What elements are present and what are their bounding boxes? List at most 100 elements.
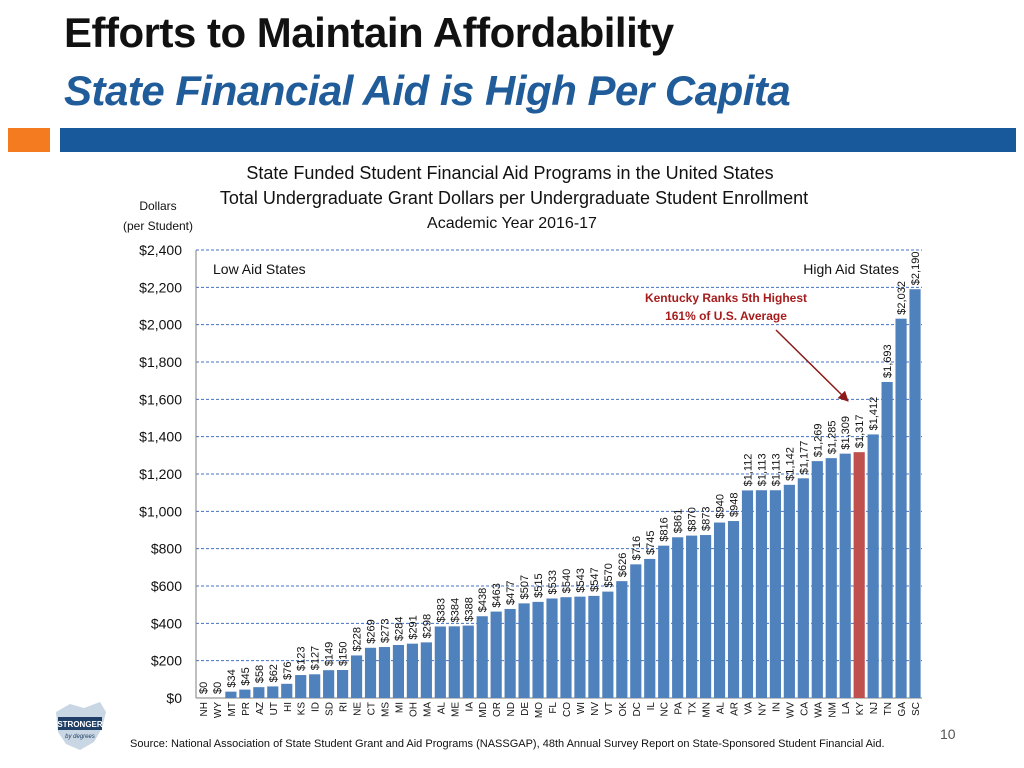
bar-wi (574, 596, 586, 698)
value-label: $1,693 (882, 344, 894, 378)
value-label: $127 (310, 646, 322, 670)
category-label: LA (841, 702, 852, 715)
category-label: NC (660, 702, 671, 716)
bar-nc (658, 545, 670, 698)
category-label: WI (576, 702, 587, 714)
high-aid-annotation: High Aid States (803, 261, 899, 277)
bar-nm (825, 458, 837, 698)
category-label: NM (827, 702, 838, 718)
low-aid-annotation: Low Aid States (213, 261, 306, 277)
bar-mo (532, 601, 544, 698)
value-label: $716 (631, 536, 643, 560)
value-label: $284 (393, 617, 405, 641)
y-tick-label: $600 (151, 578, 182, 594)
value-label: $1,142 (784, 447, 796, 481)
y-axis-label: Dollars (per Student) (118, 196, 198, 236)
category-label: PA (674, 702, 685, 715)
value-label: $940 (715, 494, 727, 518)
value-label: $34 (226, 669, 238, 687)
bar-md (476, 616, 488, 698)
category-label: KS (297, 702, 308, 716)
bar-ne (350, 655, 363, 698)
logo-text-line-1: STRONGER (57, 720, 103, 729)
category-label: MO (534, 702, 545, 718)
value-label: $543 (575, 568, 587, 592)
value-label: $540 (561, 569, 573, 593)
bar-ca (797, 478, 809, 698)
value-label: $1,112 (742, 454, 754, 487)
bar-ks (295, 675, 307, 698)
value-label: $948 (729, 493, 741, 517)
y-axis-label-line-2: (per Student) (122, 219, 194, 233)
bar-or (490, 611, 502, 698)
category-label: IA (464, 702, 475, 712)
category-label: TX (688, 702, 699, 715)
bar-az (253, 687, 265, 698)
category-label: IN (771, 702, 782, 712)
category-label: AR (730, 702, 741, 716)
value-label: $1,269 (812, 423, 824, 457)
category-label: MD (478, 702, 489, 718)
kentucky-callout-arrow (775, 329, 849, 402)
chart-title-line-1: State Funded Student Financial Aid Progr… (246, 163, 774, 183)
bar-ms (378, 647, 391, 698)
value-label: $2,032 (896, 281, 908, 315)
y-tick-label: $400 (151, 615, 182, 631)
category-label: AL (716, 702, 727, 715)
y-tick-label: $0 (166, 690, 182, 706)
y-tick-label: $2,400 (139, 242, 182, 258)
y-tick-label: $800 (151, 541, 182, 557)
category-label: NV (590, 702, 601, 716)
value-label: $0 (198, 682, 210, 694)
value-label: $269 (366, 619, 378, 643)
category-label: WA (813, 702, 824, 718)
bar-ut (267, 686, 279, 698)
value-label: $515 (533, 573, 545, 597)
value-label: $291 (407, 615, 419, 639)
category-label: MA (422, 702, 433, 717)
category-label: NH (199, 702, 210, 716)
bar-dc (630, 564, 642, 698)
category-label: SD (325, 702, 336, 716)
y-tick-label: $2,000 (139, 317, 182, 333)
category-label: OK (618, 702, 629, 717)
value-label: $570 (603, 563, 615, 587)
page-number: 10 (940, 726, 956, 742)
y-tick-label: $1,800 (139, 354, 182, 370)
bar-tx (686, 535, 698, 698)
bar-ga (895, 318, 907, 698)
y-tick-label: $200 (151, 653, 182, 669)
bar-oh (406, 643, 418, 698)
bar-wv (783, 484, 795, 698)
bar-sc (909, 289, 921, 698)
value-label: $1,113 (770, 453, 782, 486)
kentucky-callout-line-2: 161% of U.S. Average (665, 309, 787, 323)
value-label: $438 (477, 588, 489, 612)
accent-bar (60, 128, 1016, 152)
value-label: $745 (645, 530, 657, 554)
bar-la (839, 453, 851, 698)
category-label: CA (799, 702, 810, 716)
y-tick-label: $1,000 (139, 503, 182, 519)
bar-fl (546, 598, 558, 698)
category-label: VA (743, 702, 754, 715)
logo-text-line-2: by degrees (65, 734, 95, 740)
value-label: $228 (352, 627, 364, 651)
bar-al (713, 522, 726, 698)
category-label: OH (408, 702, 419, 717)
value-label: $626 (617, 553, 629, 577)
category-label: VT (604, 702, 615, 715)
bar-va (741, 490, 754, 698)
value-label: $1,177 (798, 441, 810, 475)
category-label: WY (213, 702, 224, 718)
value-label: $1,285 (826, 420, 838, 454)
chart-title-line-2: Total Undergraduate Grant Dollars per Un… (219, 188, 809, 208)
bar-mn (700, 535, 712, 698)
category-label: DE (520, 702, 531, 716)
value-label: $149 (324, 642, 336, 666)
value-label: $388 (463, 597, 475, 621)
value-label: $816 (659, 517, 671, 541)
category-label: WV (785, 702, 796, 718)
bar-sd (323, 670, 335, 698)
category-label: KY (855, 702, 866, 716)
